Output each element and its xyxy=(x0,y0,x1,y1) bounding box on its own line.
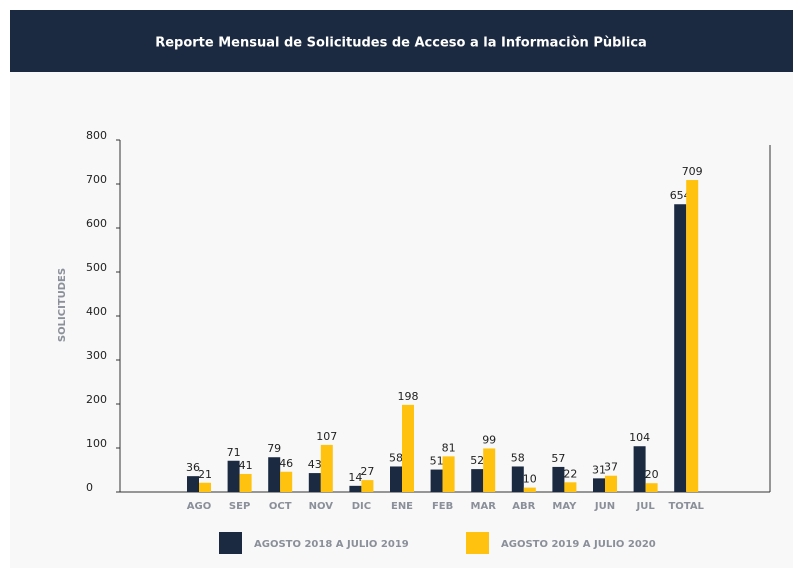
y-tick-label: 700 xyxy=(86,173,107,186)
bar xyxy=(402,404,414,492)
y-tick-label: 800 xyxy=(86,129,107,142)
x-tick-label: ABR xyxy=(512,501,535,512)
value-label: 107 xyxy=(316,430,337,443)
y-tick-label: 600 xyxy=(86,217,107,230)
value-label: 43 xyxy=(308,458,322,471)
bar xyxy=(523,487,536,492)
bar xyxy=(442,456,455,492)
x-tick-label: DIC xyxy=(352,501,371,512)
x-tick-label: NOV xyxy=(309,501,334,512)
value-label: 36 xyxy=(186,461,200,474)
bar xyxy=(471,469,484,492)
x-tick-label: SEP xyxy=(229,501,250,512)
value-label: 37 xyxy=(604,461,618,474)
legend-swatch xyxy=(219,532,242,554)
bar xyxy=(280,471,293,492)
value-label: 31 xyxy=(592,463,606,476)
bar xyxy=(605,475,617,492)
value-label: 58 xyxy=(389,451,403,464)
value-label: 71 xyxy=(227,446,241,459)
y-axis-label: SOLICITUDES xyxy=(57,268,68,342)
bar xyxy=(593,478,605,492)
bar xyxy=(674,204,687,493)
legend-swatch xyxy=(466,532,489,554)
value-label: 20 xyxy=(645,468,659,481)
header xyxy=(10,10,793,72)
y-tick-label: 200 xyxy=(86,393,107,406)
bar xyxy=(483,448,496,492)
bar xyxy=(308,473,321,492)
value-label: 52 xyxy=(470,454,484,467)
value-label: 21 xyxy=(198,468,212,481)
value-label: 46 xyxy=(279,457,293,470)
bar xyxy=(564,482,577,492)
value-label: 99 xyxy=(482,433,496,446)
legend-label: AGOSTO 2019 A JULIO 2020 xyxy=(501,539,656,550)
x-tick-label: JUL xyxy=(635,501,655,512)
value-label: 10 xyxy=(523,473,537,486)
bar xyxy=(633,446,646,492)
value-label: 654 xyxy=(670,189,691,202)
x-tick-label: OCT xyxy=(269,501,292,512)
bar xyxy=(187,476,199,492)
legend-label: AGOSTO 2018 A JULIO 2019 xyxy=(254,539,409,550)
value-label: 57 xyxy=(551,452,565,465)
value-label: 104 xyxy=(629,431,650,444)
x-tick-label: JUN xyxy=(594,501,615,512)
value-label: 27 xyxy=(360,465,374,478)
bar xyxy=(361,480,374,492)
bar xyxy=(239,473,252,492)
y-tick-label: 0 xyxy=(86,481,93,494)
value-label: 58 xyxy=(511,451,525,464)
value-label: 51 xyxy=(430,455,444,468)
value-label: 709 xyxy=(682,165,703,178)
bar xyxy=(686,180,699,493)
bar xyxy=(552,466,565,492)
bar xyxy=(199,482,211,492)
x-tick-label: AGO xyxy=(187,501,211,512)
value-label: 81 xyxy=(442,441,456,454)
value-label: 14 xyxy=(348,471,362,484)
value-label: 198 xyxy=(398,390,419,403)
y-tick-label: 300 xyxy=(86,349,107,362)
chart-title: Reporte Mensual de Solicitudes de Acceso… xyxy=(155,36,647,51)
bar xyxy=(227,460,240,492)
bar xyxy=(645,483,658,492)
bar xyxy=(390,466,402,492)
y-tick-label: 400 xyxy=(86,305,107,318)
x-tick-label: MAY xyxy=(552,501,577,512)
bar xyxy=(430,469,443,492)
bar xyxy=(511,466,524,492)
bar xyxy=(349,485,362,492)
x-tick-label: MAR xyxy=(471,501,497,512)
x-tick-label: TOTAL xyxy=(668,501,704,512)
value-label: 22 xyxy=(563,467,577,480)
value-label: 79 xyxy=(267,442,281,455)
value-label: 41 xyxy=(239,459,253,472)
x-tick-label: ENE xyxy=(391,501,413,512)
x-tick-label: FEB xyxy=(432,501,453,512)
y-tick-label: 100 xyxy=(86,437,107,450)
y-tick-label: 500 xyxy=(86,261,107,274)
bar xyxy=(268,457,281,492)
bar xyxy=(320,444,333,492)
